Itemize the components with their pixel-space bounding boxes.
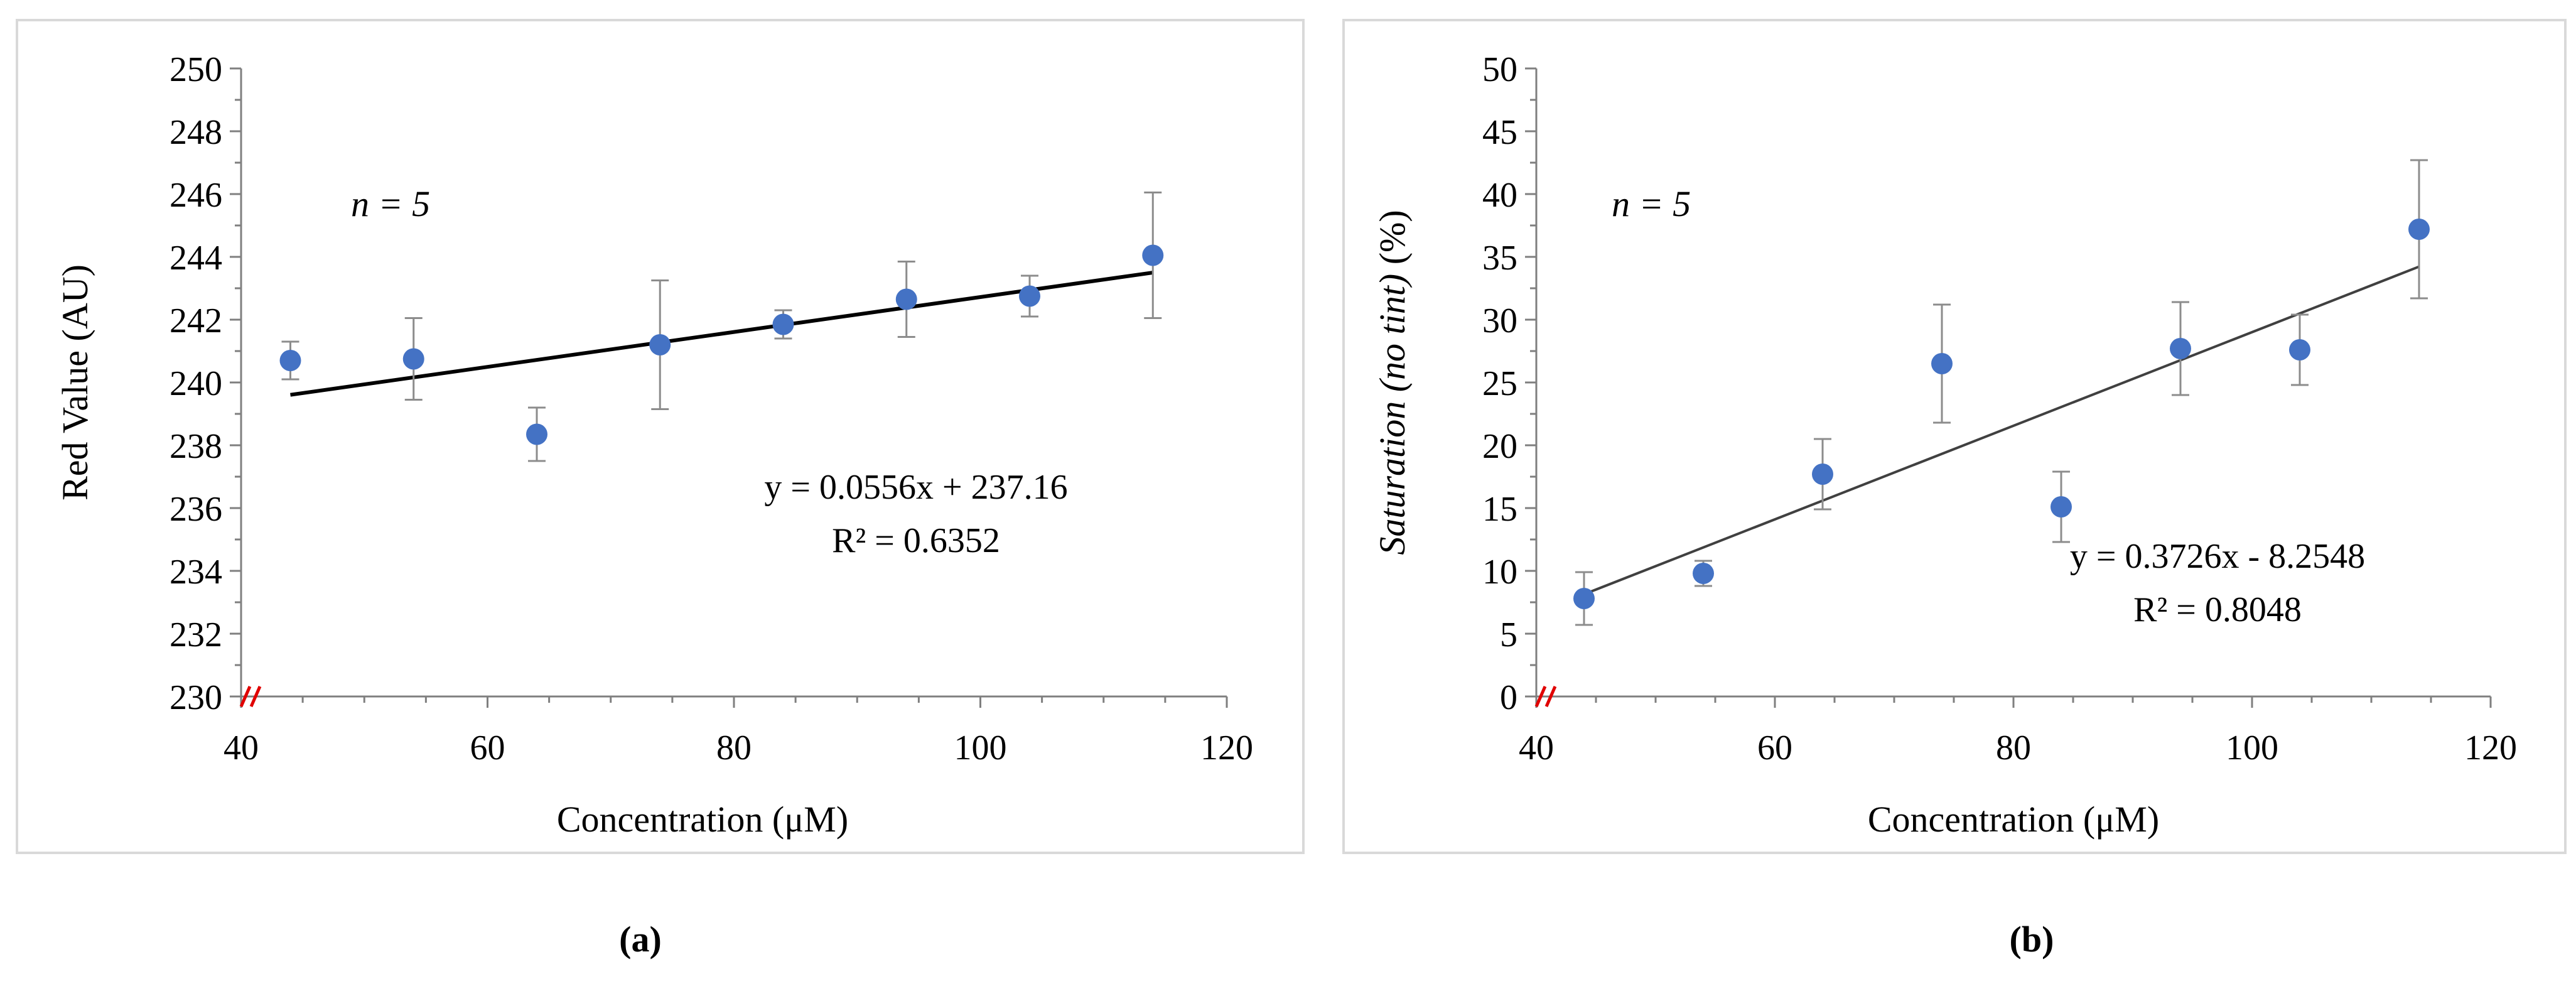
- chart-a-x-tick-label: 80: [716, 729, 752, 767]
- chart-b-data-point: [2051, 496, 2072, 517]
- chart-b-x-axis-title: Concentration (μM): [1868, 799, 2159, 840]
- chart-a-sample-size-value: = 5: [369, 183, 430, 224]
- chart-b-r-squared: R² = 0.8048: [2133, 590, 2302, 629]
- chart-b-sample-size-var: n: [1612, 183, 1630, 224]
- chart-b-x-tick-label: 40: [1519, 729, 1554, 767]
- chart-a-y-tick-label: 244: [170, 239, 222, 278]
- chart-a-y-tick-label: 236: [170, 490, 222, 529]
- panel-label-b: (b): [2009, 919, 2054, 960]
- chart-b-y-tick-label: 5: [1500, 615, 1517, 654]
- chart-b-y-tick-label: 40: [1482, 176, 1517, 215]
- chart-b-sample-size-value: = 5: [1630, 183, 1691, 224]
- chart-b-y-tick-label: 50: [1482, 50, 1517, 89]
- chart-a-x-tick-label: 40: [224, 729, 259, 767]
- chart-a-sample-size-note: n = 5: [351, 183, 430, 224]
- chart-a-trendline: [290, 271, 1153, 397]
- chart-b-y-tick-label: 25: [1482, 364, 1517, 403]
- chart-b-y-tick-label: 30: [1482, 301, 1517, 340]
- chart-b-trendline: [1583, 265, 2420, 596]
- chart-b-x-tick-label: 100: [2226, 729, 2278, 767]
- chart-b-data-point: [1693, 563, 1714, 584]
- chart-b-x-tick-label: 60: [1757, 729, 1792, 767]
- chart-a-x-tick-label: 60: [470, 729, 505, 767]
- chart-b-data-point: [2289, 339, 2310, 360]
- chart-b-y-tick-label: 10: [1482, 553, 1517, 592]
- chart-b-data-point: [1812, 463, 1833, 485]
- chart-a-y-tick-label: 238: [170, 427, 222, 466]
- chart-a-trend-equation: y = 0.0556x + 237.16: [764, 468, 1067, 507]
- chart-a-data-point: [1142, 244, 1164, 266]
- chart-b-y-tick-label: 0: [1500, 678, 1517, 717]
- chart-a-y-tick-label: 230: [170, 678, 222, 717]
- chart-a-x-axis-title: Concentration (μM): [557, 799, 848, 840]
- chart-a-y-tick-label: 250: [170, 50, 222, 89]
- chart-a-y-tick-label: 234: [170, 553, 222, 592]
- chart-a-y-tick-label: 248: [170, 113, 222, 152]
- chart-b-data-point: [2170, 338, 2191, 359]
- chart-b-x-tick-label: 80: [1996, 729, 2031, 767]
- chart-b-trend-equation: y = 0.3726x - 8.2548: [2070, 537, 2365, 576]
- chart-a-data-point: [526, 423, 547, 445]
- chart-b-y-tick-label: 20: [1482, 427, 1517, 466]
- chart-a-r-squared: R² = 0.6352: [832, 521, 1000, 560]
- chart-b-sample-size-note: n = 5: [1612, 183, 1691, 224]
- chart-a-sample-size-var: n: [351, 183, 369, 224]
- chart-a-data-point: [1019, 285, 1040, 307]
- chart-b-y-axis-title: Saturation (no tint) (%): [1372, 210, 1413, 555]
- chart-a-data-point: [279, 350, 301, 371]
- chart-a-axis-break-mark: [249, 685, 262, 708]
- chart-a-y-tick-label: 242: [170, 301, 222, 340]
- chart-b-svg: 0 5 10 15 20 25 30 35 40 45 50 40 60 80 100 120 Concentr…: [1372, 50, 2517, 840]
- chart-a-data-point: [649, 334, 671, 355]
- chart-b-y-tick-label: 45: [1482, 113, 1517, 152]
- chart-b-y-axis-title-italic: Saturation (no tint): [1372, 274, 1413, 555]
- chart-a-data-point: [402, 348, 424, 370]
- chart-a-data-point: [772, 313, 794, 335]
- chart-a-y-tick-label: 232: [170, 615, 222, 654]
- panel-label-a: (a): [619, 919, 662, 960]
- chart-b-y-tick-label: 15: [1482, 490, 1517, 529]
- chart-b-axis-break-mark: [1544, 685, 1557, 708]
- chart-a-y-tick-label: 240: [170, 364, 222, 403]
- chart-a-axis-break-mark: [239, 685, 252, 708]
- chart-panel-a: 230 232 234 236 238 240 242 244 246 248 250 40 60 80 1…: [16, 19, 1305, 854]
- chart-b-y-tick-label: 35: [1482, 239, 1517, 278]
- chart-a-x-tick-label: 120: [1200, 729, 1253, 767]
- chart-a-x-tick-label: 100: [954, 729, 1007, 767]
- chart-panel-b: 0 5 10 15 20 25 30 35 40 45 50 40 60 80 100 120 Concentr…: [1342, 19, 2567, 854]
- chart-b-data-point: [1573, 588, 1595, 609]
- chart-b-y-axis-title-unit: (%): [1372, 210, 1413, 273]
- chart-b-axis-break-mark: [1534, 685, 1547, 708]
- chart-b-data-point: [2408, 219, 2430, 240]
- chart-a-y-axis-title: Red Value (AU): [55, 264, 95, 501]
- chart-b-data-point: [1931, 353, 1953, 374]
- chart-a-svg: 230 232 234 236 238 240 242 244 246 248 250 40 60 80 1…: [55, 50, 1253, 840]
- chart-a-y-tick-label: 246: [170, 176, 222, 215]
- chart-a-data-point: [895, 288, 917, 310]
- chart-b-x-tick-label: 120: [2464, 729, 2517, 767]
